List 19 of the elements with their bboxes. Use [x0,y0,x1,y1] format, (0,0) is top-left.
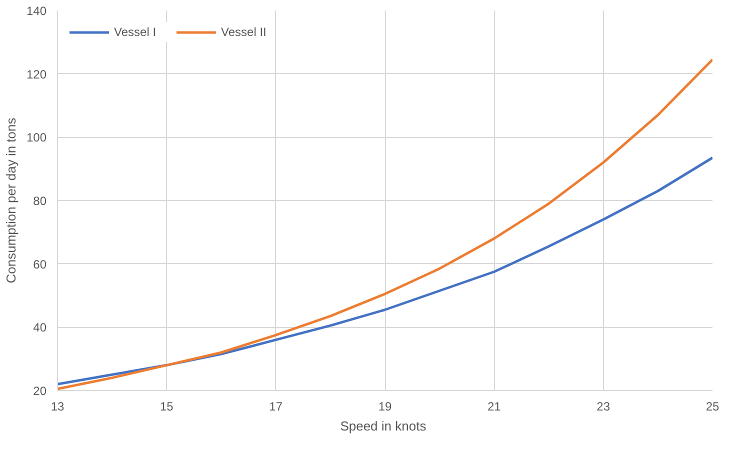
x-tick-label: 15 [160,400,174,414]
x-tick-label: 21 [487,400,502,414]
legend-label: Vessel I [114,25,156,39]
y-tick-label: 120 [26,67,47,82]
y-tick-label: 100 [26,130,47,145]
legend-label: Vessel II [221,25,266,39]
x-tick-label: 19 [378,400,392,414]
y-tick-label: 20 [33,384,47,398]
x-tick-label: 25 [706,400,720,414]
x-axis-title: Speed in knots [340,418,427,434]
y-axis-title: Consumption per day in tons [3,117,18,284]
y-tick-label: 140 [26,4,47,18]
x-tick-label: 17 [269,400,283,414]
line-series [58,156,712,386]
x-tick-label: 13 [50,400,64,414]
y-tick-label: 40 [33,320,47,335]
x-tick-label: 23 [596,400,610,414]
y-tick-label: 80 [33,194,47,208]
y-tick-label: 60 [33,257,47,272]
